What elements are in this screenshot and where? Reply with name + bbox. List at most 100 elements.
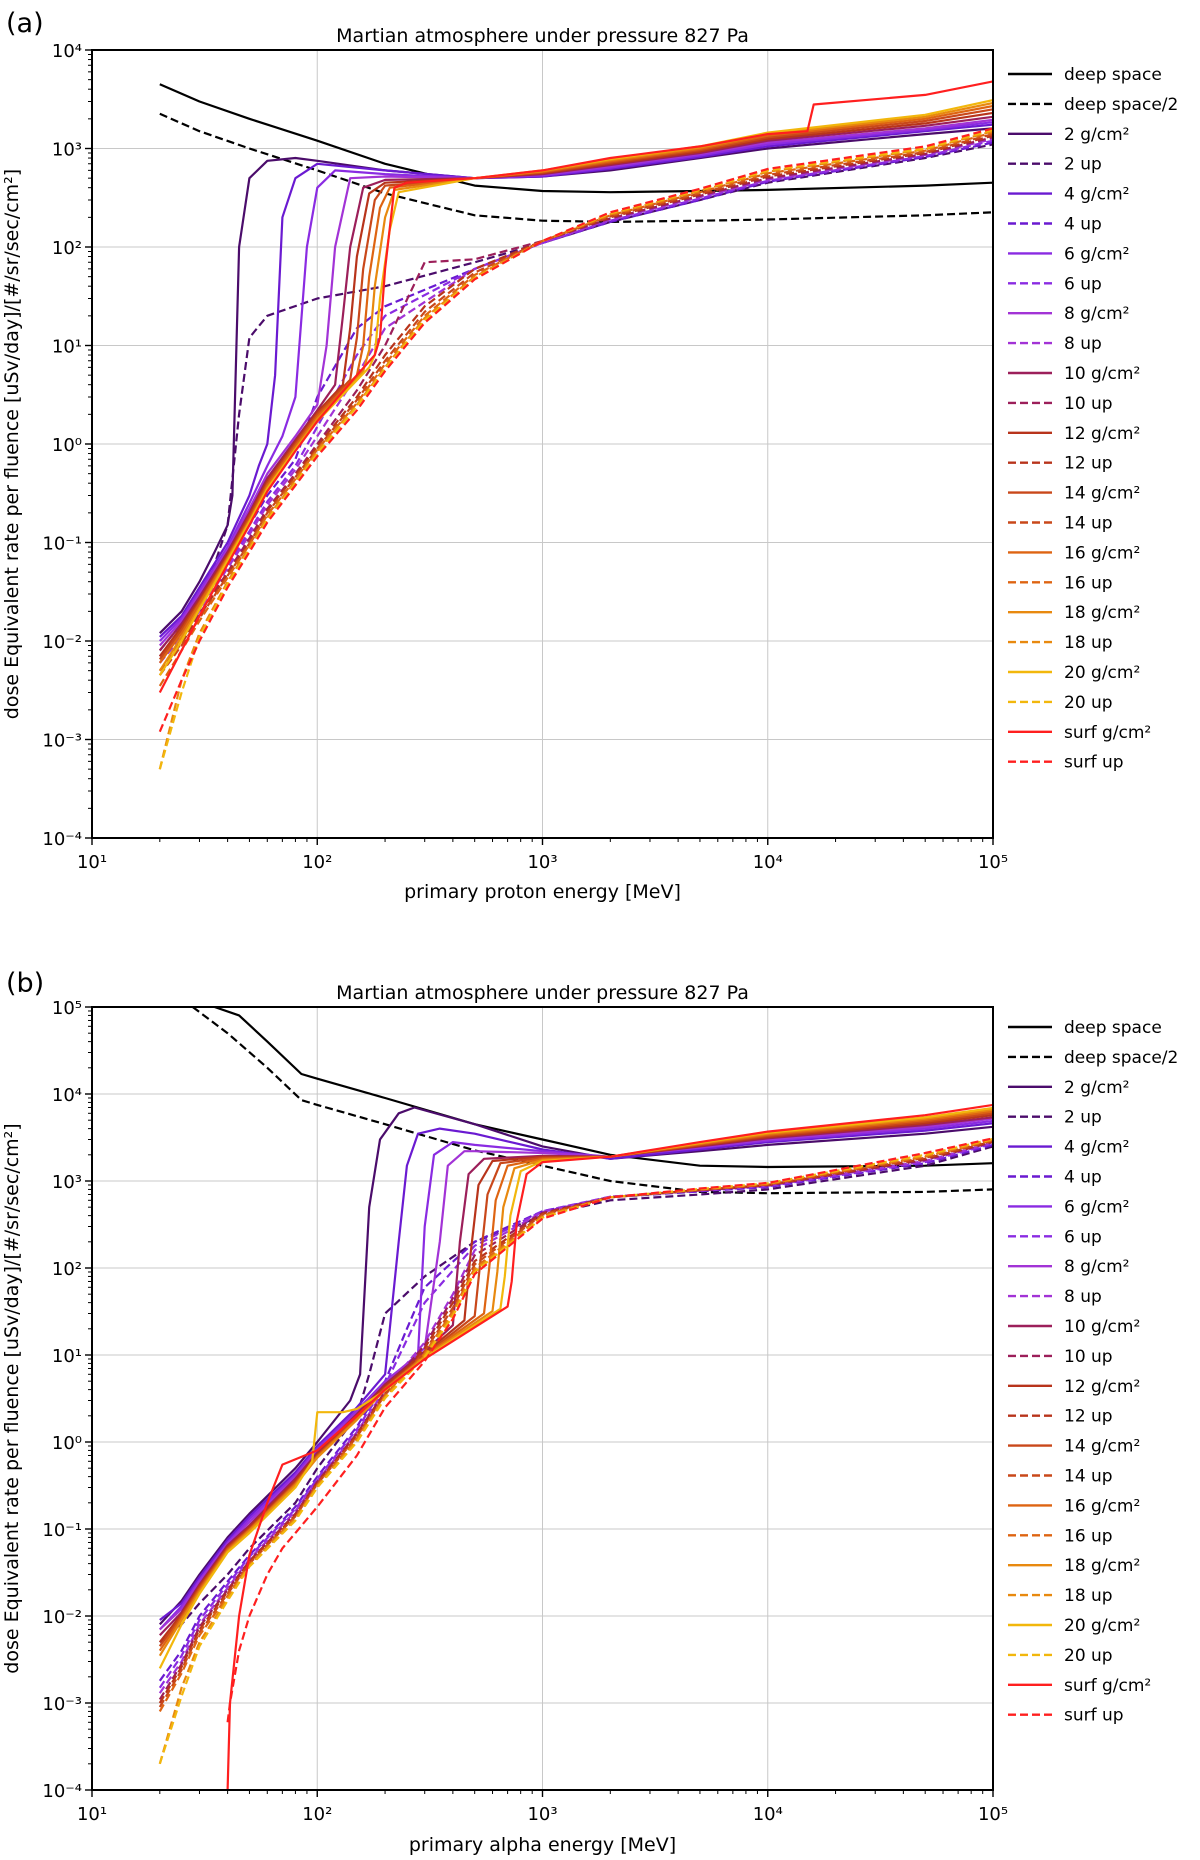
legend-label: 20 up bbox=[1064, 1646, 1113, 1666]
y-tick-label: 10³ bbox=[52, 1172, 82, 1193]
series-line-surf-up bbox=[226, 1137, 993, 1723]
series-line-2-up bbox=[159, 1145, 993, 1644]
series-group bbox=[158, 1007, 993, 1790]
legend-label: surf up bbox=[1064, 1706, 1124, 1726]
legend-label: deep space bbox=[1064, 1018, 1162, 1038]
legend-label: 8 up bbox=[1064, 334, 1102, 354]
series-line-4-up bbox=[158, 141, 993, 657]
x-tick-label: 10¹ bbox=[77, 852, 107, 873]
series-line-surf-g-cm- bbox=[158, 80, 993, 694]
y-tick-label: 10⁻³ bbox=[42, 1694, 82, 1715]
x-tick-label: 10¹ bbox=[77, 1804, 107, 1825]
series-line-6-up bbox=[158, 1142, 993, 1689]
legend-label: 10 up bbox=[1064, 1347, 1113, 1367]
legend-label: deep space bbox=[1064, 65, 1162, 85]
series-line-16-up bbox=[158, 1139, 993, 1712]
legend-label: 20 g/cm² bbox=[1064, 663, 1140, 683]
chart-panel-a: (a) Martian atmosphere under pressure 827… bbox=[1, 8, 1178, 903]
chart-title: Martian atmosphere under pressure 827 Pa bbox=[336, 982, 749, 1004]
legend-label: 12 g/cm² bbox=[1064, 1377, 1140, 1397]
legend-label: surf g/cm² bbox=[1064, 1676, 1151, 1696]
legend-label: 8 g/cm² bbox=[1064, 304, 1129, 324]
x-tick-label: 10⁴ bbox=[753, 852, 783, 873]
series-line-10-g-cm- bbox=[158, 115, 993, 652]
y-tick-label: 10⁻⁴ bbox=[42, 1781, 82, 1802]
legend-label: 6 up bbox=[1064, 274, 1102, 294]
plot-frame bbox=[91, 1006, 994, 1791]
legend-label: 16 g/cm² bbox=[1064, 1496, 1140, 1516]
legend-label: 20 up bbox=[1064, 693, 1113, 713]
series-line-8-g-cm- bbox=[158, 118, 993, 647]
legend-label: deep space/2 bbox=[1064, 1048, 1178, 1068]
legend-label: 14 g/cm² bbox=[1064, 484, 1140, 504]
legend-label: 18 up bbox=[1064, 1586, 1113, 1606]
legend-label: 2 up bbox=[1064, 1108, 1102, 1128]
x-tick-label: 10³ bbox=[527, 852, 557, 873]
x-axis-label: primary proton energy [MeV] bbox=[404, 881, 681, 903]
legend-label: surf up bbox=[1064, 753, 1124, 773]
series-line-16-g-cm- bbox=[158, 104, 993, 664]
y-tick-label: 10⁻¹ bbox=[42, 534, 82, 555]
legend-label: 10 up bbox=[1064, 394, 1113, 414]
y-tick-label: 10¹ bbox=[52, 337, 82, 358]
legend-label: 16 up bbox=[1064, 1526, 1113, 1546]
y-tick-label: 10⁻³ bbox=[42, 731, 82, 752]
legend-label: 18 g/cm² bbox=[1064, 603, 1140, 623]
legend-label: 6 g/cm² bbox=[1064, 244, 1129, 264]
legend-label: 4 g/cm² bbox=[1064, 1138, 1129, 1158]
series-line-2-g-cm- bbox=[159, 127, 993, 634]
series-line-surf-up bbox=[158, 127, 993, 733]
legend-label: 14 up bbox=[1064, 514, 1113, 534]
y-tick-label: 10¹ bbox=[52, 1346, 82, 1367]
series-line-12-up bbox=[158, 1140, 993, 1704]
series-line-4-up bbox=[158, 1143, 993, 1682]
series-line-20-up bbox=[158, 1137, 993, 1765]
legend-label: 12 up bbox=[1064, 1407, 1113, 1427]
legend-label: 4 up bbox=[1064, 1168, 1102, 1188]
series-line-deep-space bbox=[214, 1007, 993, 1169]
legend-label: surf g/cm² bbox=[1064, 723, 1151, 743]
series-line-12-g-cm- bbox=[158, 1114, 993, 1643]
legend-label: 18 g/cm² bbox=[1064, 1556, 1140, 1576]
legend-label: 8 up bbox=[1064, 1287, 1102, 1307]
series-line-surf-g-cm- bbox=[226, 1103, 993, 1790]
y-tick-label: 10² bbox=[52, 1259, 82, 1280]
legend-label: 16 up bbox=[1064, 573, 1113, 593]
series-line-deep-space bbox=[159, 83, 993, 194]
series-line-deep-space-2 bbox=[159, 112, 993, 223]
legend: deep space deep space/2 2 g/cm² 2 up 4 g/cm²… bbox=[1008, 65, 1178, 773]
series-line-10-g-cm- bbox=[159, 1116, 993, 1637]
series-line-4-g-cm- bbox=[159, 123, 993, 638]
series-line-deep-space-2 bbox=[192, 1007, 993, 1195]
panel-label: (a) bbox=[6, 8, 44, 39]
series-line-18-up bbox=[158, 1138, 993, 1765]
series-line-14-up bbox=[158, 133, 993, 676]
x-tick-label: 10² bbox=[302, 1804, 332, 1825]
chart-title: Martian atmosphere under pressure 827 Pa bbox=[336, 25, 749, 47]
y-axis-label: dose Equivalent rate per fluence [uSv/da… bbox=[1, 169, 23, 719]
chart-panel-b: (b) Martian atmosphere under pressure 827… bbox=[1, 968, 1178, 1856]
y-tick-label: 10⁵ bbox=[52, 998, 82, 1019]
series-group bbox=[158, 80, 993, 770]
y-tick-label: 10⁻² bbox=[42, 1607, 82, 1628]
legend-label: 4 g/cm² bbox=[1064, 185, 1129, 205]
y-tick-label: 10⁰ bbox=[52, 1433, 82, 1454]
y-tick-label: 10² bbox=[52, 238, 82, 259]
plot-frame bbox=[91, 49, 994, 839]
series-line-16-up bbox=[158, 131, 993, 687]
x-tick-label: 10² bbox=[302, 852, 332, 873]
legend-label: 14 g/cm² bbox=[1064, 1437, 1140, 1457]
legend-label: 18 up bbox=[1064, 633, 1113, 653]
y-tick-label: 10⁻⁴ bbox=[42, 829, 82, 850]
x-tick-label: 10⁴ bbox=[753, 1804, 783, 1825]
series-line-12-g-cm- bbox=[158, 111, 993, 657]
x-tick-label: 10⁵ bbox=[978, 1804, 1008, 1825]
legend-label: 12 g/cm² bbox=[1064, 424, 1140, 444]
legend-label: 10 g/cm² bbox=[1064, 364, 1140, 384]
legend-label: 14 up bbox=[1064, 1467, 1113, 1487]
legend-label: deep space/2 bbox=[1064, 95, 1178, 115]
series-line-2-g-cm- bbox=[158, 1106, 993, 1626]
series-line-8-up bbox=[158, 1141, 993, 1694]
legend-label: 2 g/cm² bbox=[1064, 125, 1129, 145]
